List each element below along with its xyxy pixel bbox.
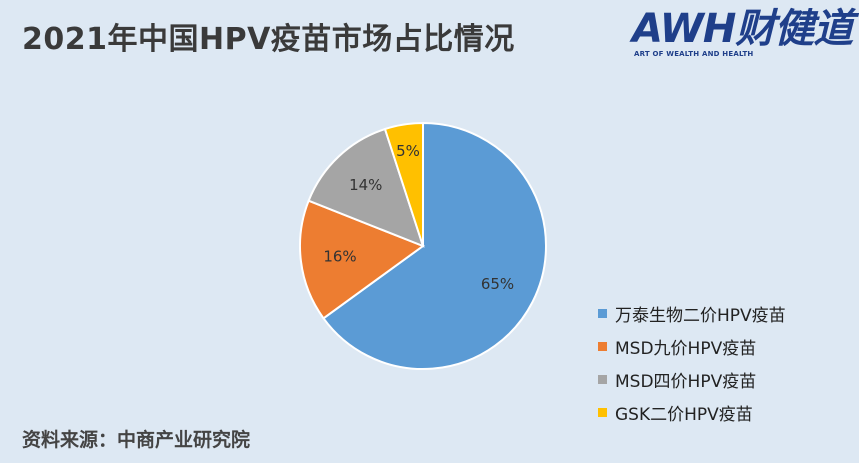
legend-swatch	[598, 375, 607, 384]
legend-item: MSD四价HPV疫苗	[598, 363, 786, 396]
chart-title: 2021年中国HPV疫苗市场占比情况	[22, 22, 515, 57]
legend-label: MSD四价HPV疫苗	[615, 372, 757, 392]
legend-swatch	[598, 408, 607, 417]
logo-text: AWH财健道	[632, 6, 853, 52]
pie-slice-1	[322, 121, 547, 370]
legend-item: MSD九价HPV疫苗	[598, 330, 786, 363]
legend: 万泰生物二价HPV疫苗 MSD九价HPV疫苗 MSD四价HPV疫苗 GSK二价HPV疫…	[598, 297, 786, 429]
pie-slice-label-4: 5%	[396, 142, 420, 160]
legend-label: 万泰生物二价HPV疫苗	[615, 306, 786, 326]
legend-item: 万泰生物二价HPV疫苗	[598, 297, 786, 330]
pie-labels: 65% 16% 14% 5%	[323, 142, 514, 293]
source-note: 资料来源：中商产业研究院	[22, 429, 251, 451]
legend-swatch	[598, 342, 607, 351]
logo: AWH财健道 ART OF WEALTH AND HEALTH	[632, 6, 853, 66]
pie-slice-4	[383, 121, 424, 247]
pie-slices	[299, 121, 547, 370]
pie-slice-label-1: 65%	[481, 275, 514, 293]
logo-subtitle: ART OF WEALTH AND HEALTH	[634, 50, 754, 58]
pie-slice-label-2: 16%	[323, 247, 356, 265]
legend-swatch	[598, 309, 607, 318]
pie-slice-label-3: 14%	[349, 176, 382, 194]
legend-label: MSD九价HPV疫苗	[615, 339, 757, 359]
legend-item: GSK二价HPV疫苗	[598, 396, 786, 429]
legend-label: GSK二价HPV疫苗	[615, 405, 753, 425]
pie-slice-2	[299, 199, 426, 320]
